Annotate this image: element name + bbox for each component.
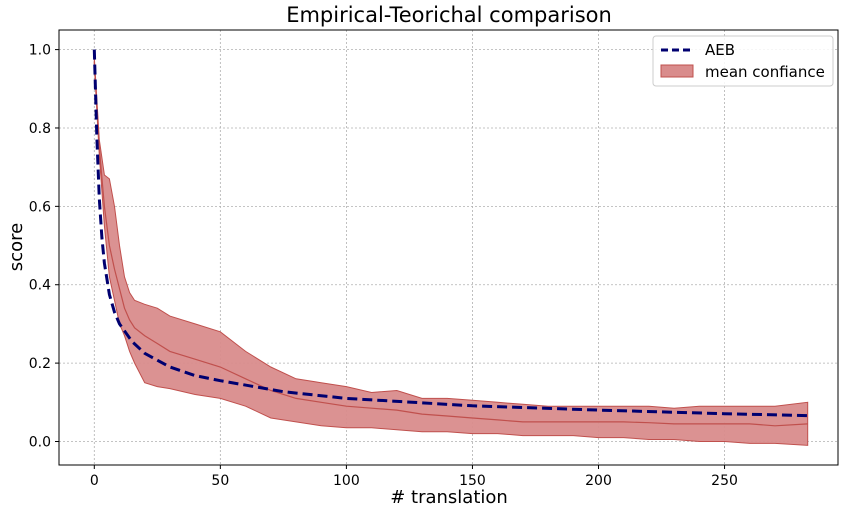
x-tick-label: 100 — [333, 473, 360, 489]
plot-frame — [58, 29, 839, 466]
legend-box — [652, 35, 834, 87]
x-axis-label: # translation — [390, 487, 508, 508]
y-tick-label: 0.8 — [29, 121, 51, 137]
x-tick-label: 250 — [711, 473, 738, 489]
chart-title: Empirical-Teorichal comparison — [286, 3, 612, 27]
confidence-band-layer — [93, 57, 809, 446]
x-tick-label: 150 — [459, 473, 486, 489]
y-axis-label: score — [6, 223, 27, 271]
x-tick-label: 0 — [90, 473, 99, 489]
y-tick-label: 0.0 — [29, 434, 51, 450]
x-tick-label: 200 — [585, 473, 612, 489]
ticks: 0 50 100 150 200 250 0.0 0.2 0.4 0.6 0.8 1.0 — [29, 43, 738, 489]
y-tick-label: 0.2 — [29, 356, 51, 372]
aeb-line — [92, 49, 808, 418]
legend-aeb-label: AEB — [705, 41, 735, 59]
confidence-mean-line — [93, 61, 808, 427]
y-tick-label: 0.4 — [29, 278, 51, 294]
legend-band-swatch — [660, 64, 694, 78]
y-tick-label: 1.0 — [29, 43, 51, 59]
legend-band-label: mean confiance — [705, 63, 825, 81]
x-tick-label: 50 — [211, 473, 229, 489]
aeb-line-layer — [92, 49, 808, 418]
confidence-band — [93, 57, 809, 446]
y-tick-label: 0.6 — [29, 199, 51, 215]
legend: AEB mean confiance — [652, 35, 834, 87]
